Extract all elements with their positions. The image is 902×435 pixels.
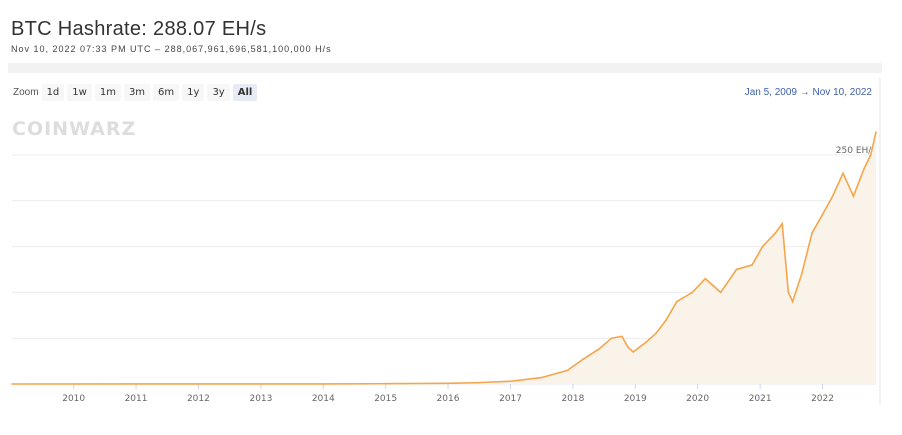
data-point (842, 172, 844, 175)
data-point (566, 369, 569, 372)
date-range[interactable]: Jan 5, 2009 → Nov 10, 2022 (744, 87, 872, 98)
data-point (654, 332, 657, 335)
zoom-bar: Zoom 1d 1w 1m 3m 6m 1y 3y All (13, 84, 258, 101)
data-point (735, 268, 738, 271)
data-point (704, 277, 707, 280)
data-point (761, 245, 764, 248)
data-point (627, 346, 629, 349)
zoom-button-1y[interactable]: 1y (182, 84, 205, 101)
x-tick-label: 2022 (811, 394, 834, 404)
x-tick-label: 2015 (374, 394, 397, 404)
zoom-button-3m[interactable]: 3m (123, 84, 151, 101)
page-title: BTC Hashrate: 288.07 EH/s (11, 18, 267, 40)
data-point (774, 232, 777, 234)
x-tick-label: 2017 (499, 394, 522, 404)
data-point (831, 195, 834, 198)
data-point (384, 382, 387, 385)
zoom-button-1w[interactable]: 1w (67, 84, 92, 101)
data-point (875, 131, 877, 133)
zoom-label: Zoom (13, 87, 39, 98)
x-tick-label: 2012 (187, 394, 210, 404)
x-tick-label: 2016 (437, 394, 460, 404)
data-point (597, 348, 600, 350)
data-point (11, 383, 13, 385)
data-point (675, 300, 678, 303)
zoom-button-6m[interactable]: 6m (153, 84, 180, 101)
coinwarz-logo: COINWARZ (12, 118, 137, 140)
data-point (632, 351, 635, 353)
data-point (719, 291, 722, 294)
data-point (869, 154, 872, 156)
data-point (478, 381, 480, 384)
zoom-button-3y[interactable]: 3y (207, 84, 230, 101)
data-point (582, 358, 584, 361)
data-point (447, 382, 449, 385)
y-tick-label: 250 EH/s (836, 146, 877, 156)
data-point (509, 380, 512, 383)
zoom-button-All[interactable]: All (232, 84, 258, 101)
data-point (691, 291, 694, 294)
zoom-button-1m[interactable]: 1m (94, 84, 121, 101)
x-tick-label: 2013 (249, 394, 272, 404)
data-point (322, 383, 325, 385)
data-point (852, 195, 855, 198)
data-point (610, 337, 613, 340)
data-point (665, 319, 667, 321)
data-point (787, 291, 790, 294)
zoom-button-1d[interactable]: 1d (41, 84, 65, 101)
data-point (540, 376, 543, 379)
data-point (800, 273, 803, 275)
navigator-bar (8, 63, 882, 73)
x-tick-label: 2021 (749, 394, 772, 404)
x-tick-label: 2020 (686, 394, 709, 404)
x-tick-label: 2014 (312, 394, 335, 404)
page-subtitle: Nov 10, 2022 07:33 PM UTC ‒ 288,067,961,… (11, 44, 332, 54)
x-tick-label: 2010 (62, 394, 85, 404)
area-fill (12, 132, 876, 384)
x-tick-label: 2019 (624, 394, 647, 404)
data-point (781, 222, 784, 225)
x-tick-label: 2018 (561, 394, 584, 404)
data-point (811, 232, 813, 234)
data-point (863, 167, 865, 170)
data-point (751, 264, 753, 266)
data-point (821, 213, 824, 216)
data-point (644, 341, 647, 344)
data-point (621, 335, 623, 338)
data-point (791, 300, 794, 303)
x-tick-label: 2011 (125, 394, 148, 404)
